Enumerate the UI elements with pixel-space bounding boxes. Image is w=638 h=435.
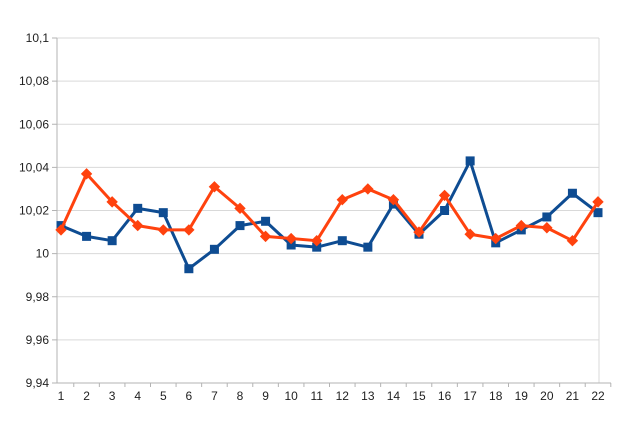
series-2-orange-marker	[132, 219, 144, 232]
y-axis-tick-label: 10	[36, 247, 50, 261]
y-axis-tick-label: 9,98	[26, 290, 50, 304]
series-2-orange-marker	[362, 183, 374, 195]
x-axis-tick-label: 16	[438, 389, 452, 403]
x-axis-tick-label: 19	[515, 389, 529, 403]
series-1-blue-marker	[337, 236, 347, 246]
series-2-orange-marker	[55, 224, 67, 236]
x-axis-tick-label: 9	[262, 389, 269, 403]
series-1-blue-marker	[312, 242, 322, 252]
series-2-orange-marker	[106, 196, 118, 208]
series-1-blue-marker	[440, 206, 450, 215]
x-axis-tick-label: 22	[591, 389, 605, 403]
series-2-orange-marker	[541, 222, 553, 234]
x-axis-tick-label: 4	[134, 389, 141, 403]
y-axis-tick-label: 10,02	[19, 204, 49, 218]
series-1-blue-marker	[593, 208, 603, 218]
series-1-blue-marker	[542, 212, 552, 222]
series-2-orange-marker	[490, 232, 502, 245]
series-2-orange-marker	[566, 234, 579, 247]
series-2-orange-marker	[157, 224, 169, 236]
series-1-blue-marker	[158, 208, 168, 218]
series-2-orange-marker	[515, 219, 527, 232]
x-axis-tick-label: 12	[336, 389, 350, 403]
x-axis-tick-label: 21	[566, 389, 580, 403]
series-2-orange-line	[59, 172, 600, 243]
series-1-blue-marker	[363, 242, 373, 252]
series-1-blue-marker	[567, 188, 577, 198]
series-2-orange-marker	[80, 168, 93, 180]
x-axis-tick-label: 13	[361, 389, 375, 403]
x-axis-tick-label: 18	[489, 389, 503, 403]
y-axis-tick-label: 10,08	[19, 74, 49, 88]
x-axis-tick-label: 3	[109, 389, 116, 403]
series-2-orange-marker	[413, 226, 425, 238]
series-1-blue-line	[59, 159, 600, 271]
series-2-orange-marker	[438, 189, 451, 202]
y-axis-tick-label: 9,96	[26, 333, 50, 347]
series-1-blue-marker	[133, 203, 143, 213]
series-1-blue-marker	[235, 221, 245, 231]
series-2-orange-marker	[234, 202, 246, 215]
y-axis-tick-label: 10,04	[19, 160, 49, 174]
x-axis-tick-label: 15	[412, 389, 426, 403]
x-axis-tick-label: 14	[387, 389, 401, 403]
series-1-blue-marker	[286, 240, 296, 250]
y-axis-tick-label: 10,1	[26, 31, 50, 45]
series-1-blue-marker	[209, 244, 219, 254]
x-axis-tick-label: 1	[58, 389, 65, 403]
series-2-orange-marker	[311, 234, 323, 247]
series-2-orange-marker	[208, 181, 221, 193]
x-axis-tick-label: 5	[160, 389, 167, 403]
series-2-orange-marker	[183, 224, 195, 236]
y-axis-tick-label: 9,94	[26, 376, 50, 390]
x-axis-tick-label: 7	[211, 389, 218, 403]
x-axis-tick-label: 2	[83, 389, 90, 403]
series-1-blue-marker	[465, 156, 475, 166]
series-2-orange-marker	[592, 196, 604, 208]
x-axis-tick-label: 10	[284, 389, 298, 403]
y-axis-tick-label: 10,06	[19, 117, 49, 131]
series-2-orange-marker	[464, 228, 476, 240]
x-axis-tick-label: 8	[237, 389, 244, 403]
series-1-blue-marker	[184, 264, 194, 274]
series-1-blue-marker	[107, 236, 117, 246]
series-2-orange-marker	[285, 232, 297, 245]
x-axis-tick-label: 6	[186, 389, 193, 403]
series-2-orange-marker	[336, 194, 348, 206]
x-axis-tick-label: 20	[540, 389, 554, 403]
x-axis-tick-label: 17	[463, 389, 477, 403]
series-2-orange-marker	[259, 230, 272, 243]
series-1-blue-marker	[82, 231, 92, 241]
x-axis-tick-label: 11	[310, 389, 323, 403]
series-1-blue-marker	[261, 216, 271, 226]
series-2-orange-marker	[387, 194, 400, 206]
